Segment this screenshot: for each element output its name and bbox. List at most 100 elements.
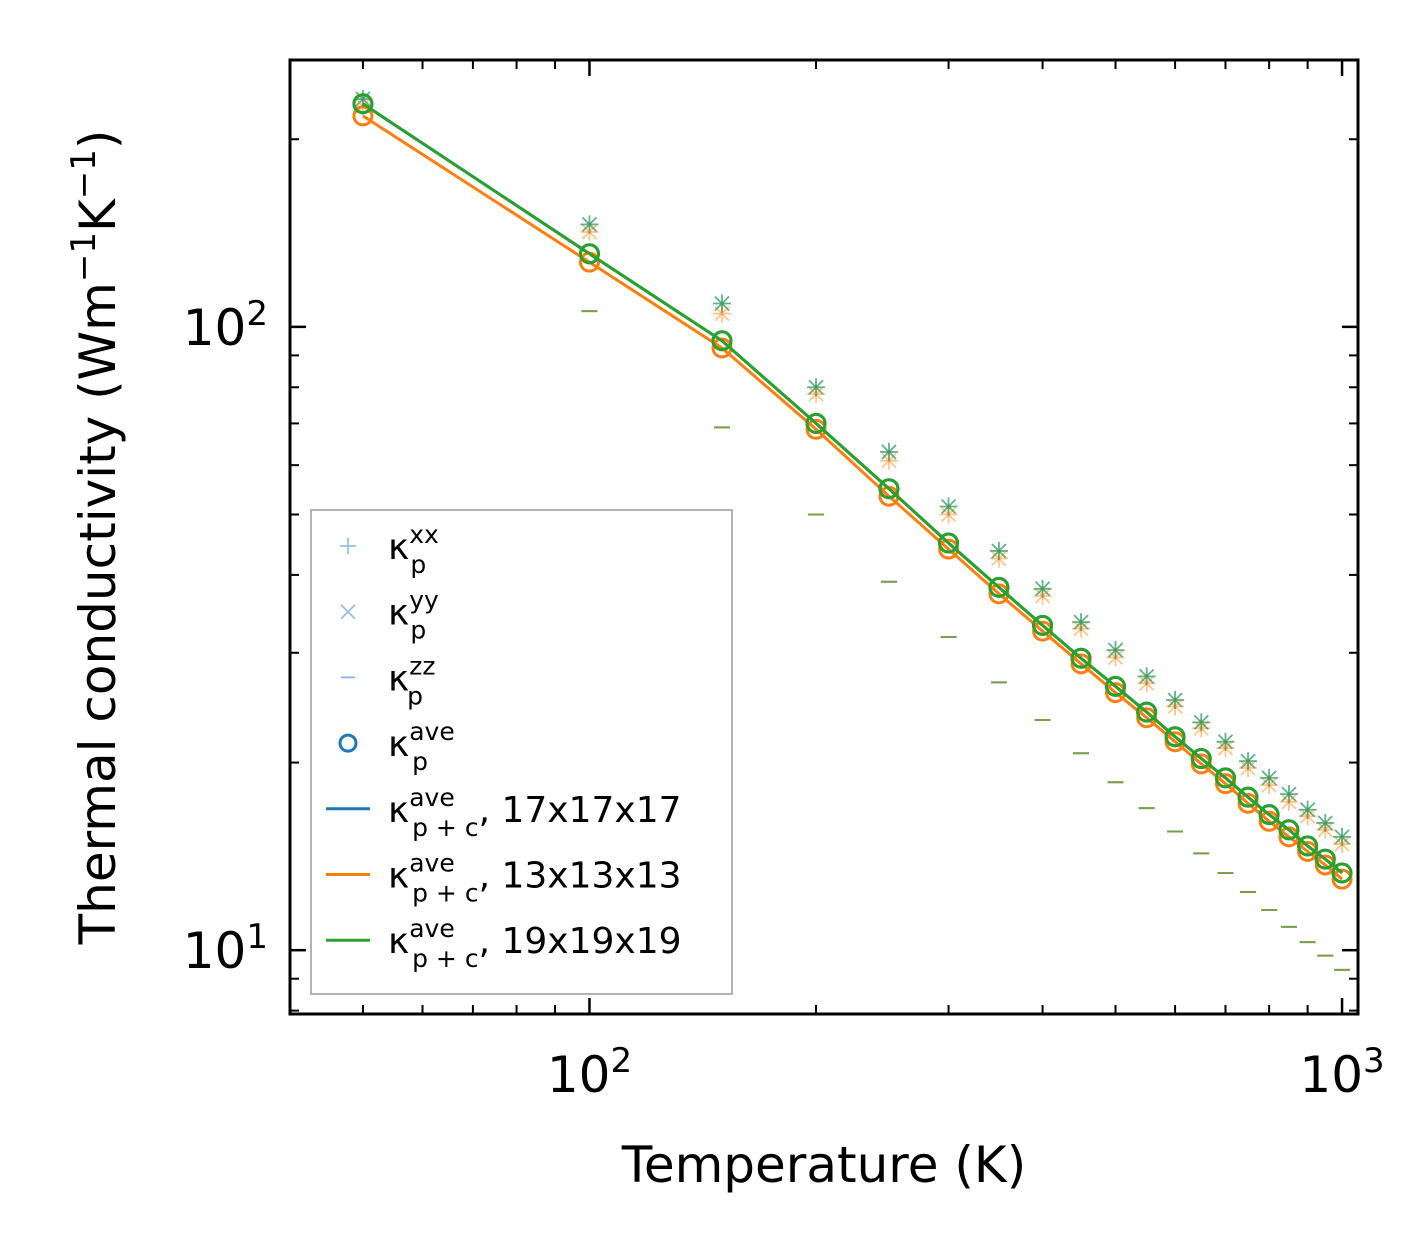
legend-label-symbol: κ xyxy=(388,856,409,897)
plot-area xyxy=(352,90,1353,971)
marker-yy xyxy=(1167,692,1183,708)
marker-xx xyxy=(1072,619,1091,638)
marker-ave xyxy=(1190,748,1212,770)
marker-xx xyxy=(1137,667,1156,686)
marker-yy xyxy=(1240,760,1256,776)
marker-yy xyxy=(1139,668,1155,684)
marker-yy xyxy=(1167,692,1183,708)
marker-ave xyxy=(805,418,827,440)
y-axis-label: Thermal conductivity (Wm−1K−1) xyxy=(64,130,127,946)
marker-ave xyxy=(578,243,600,265)
legend-label-symbol: κ xyxy=(388,790,409,831)
marker-yy xyxy=(1217,740,1234,756)
y-tick-label-exp: 1 xyxy=(246,917,268,957)
marker-xx xyxy=(1072,613,1091,632)
legend-entry-0: κxx p xyxy=(340,520,439,579)
marker-xx xyxy=(713,294,732,313)
marker-xx xyxy=(879,442,898,461)
marker-xx xyxy=(1260,776,1279,795)
legend-label: κave p + c, 19x19x19 xyxy=(388,914,682,973)
marker-ave xyxy=(1032,614,1054,636)
marker-xx xyxy=(1279,785,1298,804)
marker-yy xyxy=(1167,698,1183,715)
marker-xx xyxy=(1316,813,1335,832)
legend-label-superscript: ave xyxy=(409,717,455,746)
marker-ave xyxy=(711,330,733,352)
marker-yy xyxy=(1034,588,1051,604)
marker-xx xyxy=(1216,732,1235,751)
marker-yy xyxy=(1217,734,1234,750)
marker-yy xyxy=(991,550,1007,567)
marker-yy xyxy=(1299,802,1316,818)
marker-xx xyxy=(807,378,826,397)
marker-xx xyxy=(989,541,1008,560)
marker-xx xyxy=(807,385,826,404)
marker-yy xyxy=(714,306,730,322)
marker-ave xyxy=(1237,786,1259,808)
marker-yy xyxy=(1034,581,1051,597)
marker-xx xyxy=(713,294,732,313)
legend-entry-2: κzz p xyxy=(341,651,435,710)
marker-yy xyxy=(1261,777,1277,793)
y-axis-label-sup2: −1 xyxy=(64,149,104,199)
x-axis-label: Temperature (K) xyxy=(621,1136,1026,1194)
marker-xx xyxy=(879,442,898,461)
marker-xx xyxy=(1106,641,1125,660)
legend-entry-5: κave p + c, 13x13x13 xyxy=(326,849,682,908)
marker-xx xyxy=(1298,800,1317,819)
legend-label-superscript: zz xyxy=(409,651,435,680)
marker-xx xyxy=(1216,732,1235,751)
marker-ave xyxy=(352,93,374,115)
x-tick-label-base: 10 xyxy=(547,1046,611,1104)
y-tick-label-base: 10 xyxy=(183,922,247,980)
marker-yy xyxy=(881,444,897,460)
marker-xx xyxy=(1192,713,1211,732)
marker-xx xyxy=(1279,792,1298,811)
marker-xx xyxy=(1298,807,1317,826)
marker-yy xyxy=(808,379,824,395)
y-axis-label-main: Thermal conductivity (Wm xyxy=(69,282,127,945)
marker-xx xyxy=(1333,827,1352,846)
marker-xx xyxy=(1260,768,1279,787)
marker-yy xyxy=(1299,808,1316,824)
marker-yy xyxy=(581,216,598,233)
marker-ave xyxy=(938,532,960,554)
y-tick-label: 101 xyxy=(183,917,268,980)
marker-ave xyxy=(805,412,827,434)
legend-label-superscript: ave xyxy=(409,849,455,878)
marker-xx xyxy=(1298,800,1317,819)
marker-yy xyxy=(714,295,730,312)
marker-xx xyxy=(939,497,958,516)
marker-ave xyxy=(352,105,374,127)
legend-handle-plus-marker xyxy=(340,538,356,554)
legend-label: κave p + c, 13x13x13 xyxy=(388,849,682,908)
marker-yy xyxy=(1073,620,1089,637)
marker-yy xyxy=(1107,642,1124,658)
marker-xx xyxy=(1333,835,1352,854)
marker-xx xyxy=(939,505,958,524)
legend-label-superscript: xx xyxy=(409,520,439,549)
marker-ave xyxy=(1278,819,1300,841)
legend-label-suffix: , 13x13x13 xyxy=(479,856,682,897)
legend-label-subscript: p xyxy=(410,550,426,579)
legend-handle-circle-marker xyxy=(338,733,358,753)
marker-yy xyxy=(1281,786,1297,802)
marker-xx xyxy=(1072,613,1091,632)
legend-label-superscript: ave xyxy=(409,783,455,812)
marker-xx xyxy=(580,222,599,241)
marker-xx xyxy=(989,549,1008,568)
legend-label: κyy p xyxy=(388,586,439,645)
legend-label-suffix: , 17x17x17 xyxy=(479,790,682,831)
legend-label-symbol: κ xyxy=(388,593,409,634)
axes-frame xyxy=(288,58,1360,1016)
legend-entry-1: κyy p xyxy=(340,586,439,645)
legend-handle-cross-marker xyxy=(340,604,356,620)
legend-label-symbol: κ xyxy=(388,658,409,699)
marker-xx xyxy=(1316,820,1335,839)
legend-label-subscript: p + c xyxy=(412,944,478,973)
marker-xx xyxy=(1279,785,1298,804)
marker-xx xyxy=(580,215,599,234)
y-axis-label-end: ) xyxy=(69,130,127,150)
